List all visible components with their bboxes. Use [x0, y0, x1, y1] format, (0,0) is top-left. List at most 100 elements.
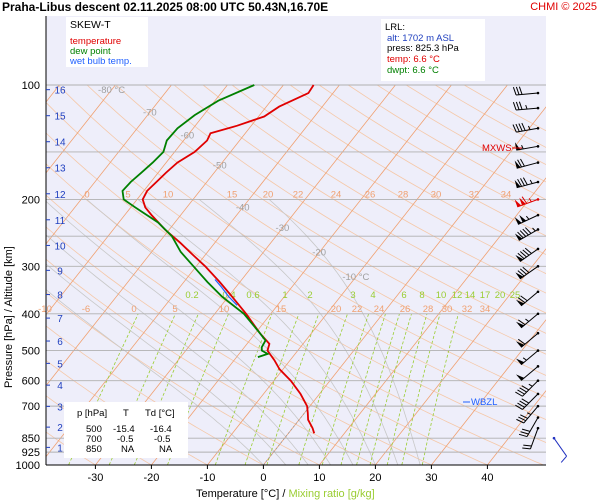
isotherm-row-label: 5 [125, 189, 130, 200]
wind-barb-point [536, 106, 540, 110]
legend-item-temperature: temperature [70, 36, 121, 47]
wind-barb-point [536, 290, 540, 294]
wind-barb-feather [518, 86, 523, 95]
table-header-p: p [hPa] [77, 408, 107, 419]
lrl-alt: alt: 1702 m ASL [387, 33, 454, 44]
isotherm-label: -30 [276, 223, 290, 234]
wind-barb-point [536, 312, 540, 316]
wind-barb [552, 436, 568, 463]
wind-barb-feather [516, 418, 525, 424]
x-tick-label: 0 [260, 472, 266, 484]
wind-barb-flag [514, 199, 522, 207]
wind-barb [514, 177, 540, 189]
wetbulb-line [214, 279, 238, 306]
mixing-ratio-label: 4 [370, 290, 375, 301]
wind-barb-stem [530, 428, 539, 450]
table-row-850-td: NA [159, 444, 173, 455]
isotherm-row-label: 5 [172, 304, 177, 315]
table-row-500-td: -16.4 [150, 424, 172, 435]
wind-barb-stem [520, 313, 539, 329]
altitude-tick-label: 10 [54, 241, 66, 252]
wind-barb-half-feather [528, 198, 532, 203]
wind-barb-half-feather [521, 144, 524, 150]
altitude-tick-label: 3 [57, 402, 63, 413]
wind-barb-flag [519, 197, 526, 206]
wind-barb-stem [526, 417, 539, 437]
isotherm-row-label: 28 [423, 304, 434, 315]
isotherm-row-label: 26 [400, 304, 411, 315]
wind-barb-feather [515, 101, 520, 110]
wind-barb [515, 392, 540, 410]
skew-t-labels-layer: -80 °C-70-60-50-40-30-20-10 °C0 5 10 15 20 22… [38, 85, 520, 315]
lrl-title: LRL: [385, 22, 405, 33]
altitude-tick-label: 9 [57, 266, 63, 277]
wind-barb-feather [521, 385, 530, 391]
lrl-box [381, 19, 485, 81]
wind-barb-point [536, 228, 540, 231]
wind-barb-feather [517, 231, 524, 239]
wind-barb-feather [519, 268, 527, 275]
wind-barb [512, 86, 540, 96]
table-row-700-td: -0.5 [154, 434, 170, 445]
wind-barb-point [536, 265, 540, 268]
wind-barb-feather [518, 416, 527, 422]
altitude-tick-label: 13 [54, 164, 66, 175]
wind-barb-feather [520, 295, 528, 302]
isotherm-row-label: 0 [131, 304, 136, 315]
table-row-850-p: 850 [86, 444, 102, 455]
wind-barb-stem [522, 393, 539, 410]
isotherm-row-label: 34 [501, 189, 512, 200]
x-tick-label: -30 [87, 472, 103, 484]
altitude-tick-label: 12 [54, 190, 66, 201]
wind-barb-point [536, 145, 540, 148]
wind-barb [514, 227, 540, 241]
legend-title: SKEW-T [70, 19, 111, 31]
wind-barb [514, 158, 540, 169]
pressure-tick-label: 500 [22, 346, 40, 358]
isotherm-line [46, 84, 340, 458]
altitude-tick-label: 14 [54, 138, 66, 149]
isotherm-row-label: 22 [293, 189, 304, 200]
altitude-tick-label: 16 [54, 86, 66, 97]
isotherm-row-label: 10 [163, 189, 174, 200]
wind-barb [522, 426, 540, 450]
wind-barb-feather [517, 252, 525, 260]
wind-barb [518, 416, 540, 438]
wind-barb-feather [522, 228, 529, 236]
wind-barb-feather [522, 177, 528, 186]
x-tick-label: 30 [425, 472, 437, 484]
wind-barb-feather [518, 433, 528, 438]
wind-barb-feather [512, 102, 517, 111]
wind-barb-stem [553, 437, 568, 457]
legend-item-dew-point: dew point [70, 46, 111, 57]
wind-barb-point [536, 392, 540, 396]
isotherm-line [46, 84, 284, 387]
isotherm-label: -60 [180, 131, 194, 142]
isotherm-row-label: 24 [331, 189, 342, 200]
wind-barb [516, 331, 540, 348]
wind-barb-feather [518, 338, 526, 345]
table-header-td: Td [°C] [145, 408, 175, 419]
wind-barb-feather [521, 122, 526, 131]
lrl-temp: temp: 6.6 °C [387, 54, 440, 65]
isotherm-row-label: 20 [263, 189, 274, 200]
wind-barb-point [536, 91, 540, 95]
isotherm-row-label: 30 [431, 189, 442, 200]
wind-barb-feather [517, 178, 523, 187]
pressure-tick-label: 925 [22, 447, 40, 459]
temperature-line [141, 84, 316, 434]
wind-barb-feather [560, 455, 567, 463]
isotherm-row-label: 32 [469, 189, 480, 200]
altitude-tick-label: 8 [57, 291, 63, 302]
x-tick-label: -10 [199, 472, 215, 484]
wind-barb-point [536, 213, 540, 217]
altitude-tick-label: 15 [54, 112, 66, 123]
isotherm-row-label: 22 [352, 304, 363, 315]
wind-barb-flag [516, 374, 525, 381]
mixing-ratio-label: 10 [436, 290, 447, 301]
wind-barb [515, 379, 540, 397]
wind-barb-half-feather [525, 215, 530, 220]
wind-barb-flag [516, 321, 525, 328]
isotherm-row-label: 20 [331, 304, 342, 315]
isotherm-row-label: 30 [442, 304, 453, 315]
